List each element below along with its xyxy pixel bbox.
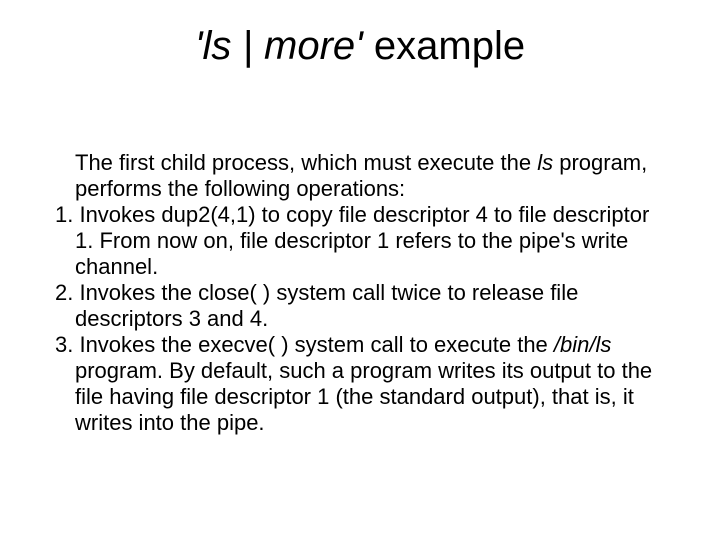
item3-binls: /bin/ls xyxy=(554,332,611,357)
slide-title: 'ls | more' example xyxy=(0,24,720,68)
title-plain: example xyxy=(363,24,525,68)
intro-pre: The first child process, which must exec… xyxy=(75,150,537,175)
item3-post: program. By default, such a program writ… xyxy=(75,358,652,435)
list-item-2: 2. Invokes the close( ) system call twic… xyxy=(55,280,665,332)
intro-paragraph: The first child process, which must exec… xyxy=(75,150,665,202)
slide: 'ls | more' example The first child proc… xyxy=(0,0,720,540)
item3-pre: 3. Invokes the execve( ) system call to … xyxy=(55,332,554,357)
list-item-3: 3. Invokes the execve( ) system call to … xyxy=(55,332,665,436)
title-italic: 'ls | more' xyxy=(195,24,363,68)
list-item-1: 1. Invokes dup2(4,1) to copy file descri… xyxy=(55,202,665,280)
slide-body: The first child process, which must exec… xyxy=(55,150,665,435)
intro-ls: ls xyxy=(537,150,553,175)
